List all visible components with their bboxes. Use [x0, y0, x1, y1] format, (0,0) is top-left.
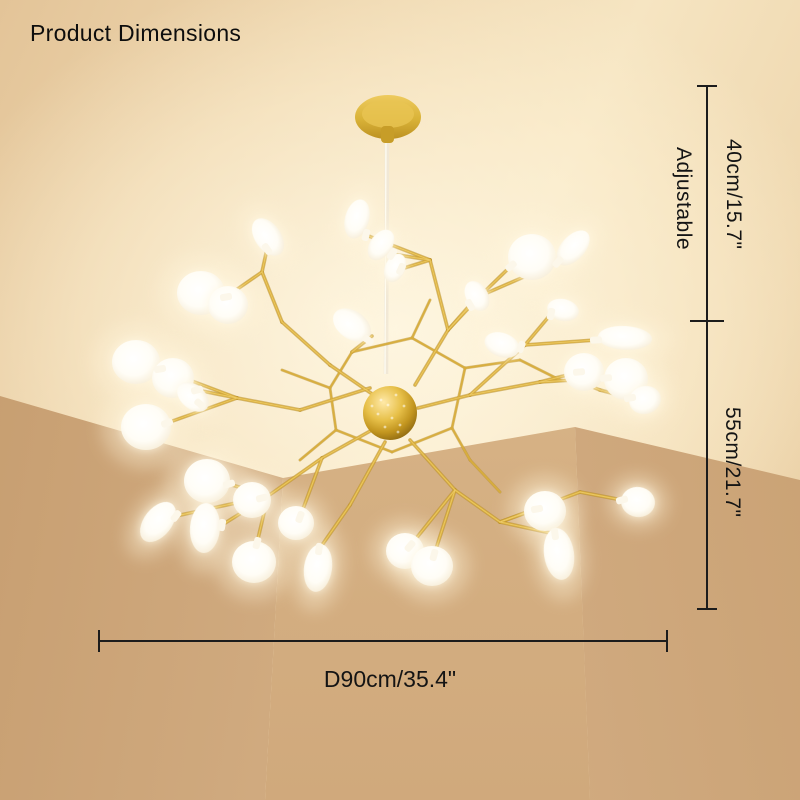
page-title: Product Dimensions [30, 20, 242, 46]
dimension-lines [98, 85, 724, 652]
adjustable-height-label: 40cm/15.7" [722, 139, 746, 250]
ferrules-group [153, 228, 637, 562]
branches-group [158, 233, 632, 557]
fixture-height-label: 55cm/21.7" [721, 407, 745, 518]
center-sphere-group [363, 386, 417, 440]
diameter-label: D90cm/35.4" [323, 666, 457, 692]
adjustable-note-label: Adjustable [672, 147, 696, 251]
